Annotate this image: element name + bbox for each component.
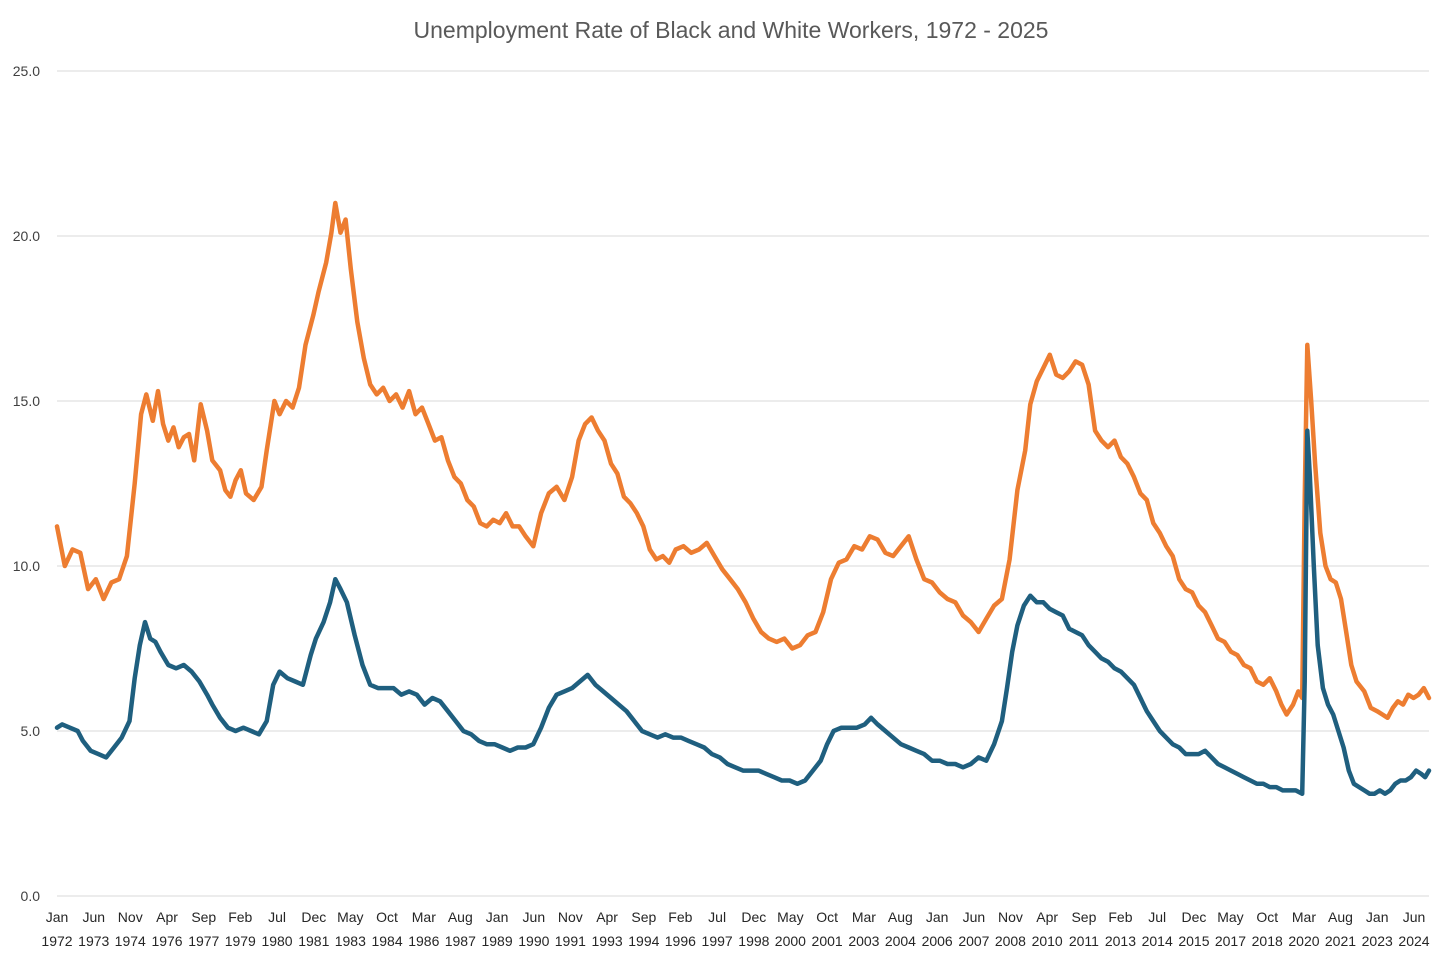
x-tick-year: 2020: [1288, 933, 1319, 949]
x-tick-month: Apr: [1036, 909, 1058, 925]
x-tick-year: 2000: [775, 933, 806, 949]
y-tick-label: 10.0: [13, 558, 40, 574]
x-tick-month: Aug: [1328, 909, 1353, 925]
x-tick-year: 2023: [1362, 933, 1393, 949]
y-tick-label: 5.0: [21, 723, 41, 739]
x-tick-month: Jun: [963, 909, 986, 925]
x-tick-year: 1983: [335, 933, 366, 949]
x-tick-year: 1981: [298, 933, 329, 949]
x-tick-year: 1994: [628, 933, 659, 949]
x-tick-year: 2021: [1325, 933, 1356, 949]
x-tick-year: 1987: [445, 933, 476, 949]
y-tick-label: 15.0: [13, 393, 40, 409]
chart-title: Unemployment Rate of Black and White Wor…: [414, 17, 1049, 43]
y-tick-label: 25.0: [13, 63, 40, 79]
x-tick-month: May: [337, 909, 363, 925]
x-tick-month: Mar: [852, 909, 876, 925]
x-tick-month: May: [1217, 909, 1243, 925]
x-tick-year: 1996: [665, 933, 696, 949]
x-tick-month: Apr: [156, 909, 178, 925]
x-tick-month: Nov: [558, 909, 583, 925]
x-tick-year: 1977: [188, 933, 219, 949]
x-tick-year: 1984: [371, 933, 402, 949]
x-tick-year: 2013: [1105, 933, 1136, 949]
x-tick-month: Jul: [268, 909, 286, 925]
x-tick-year: 2003: [848, 933, 879, 949]
x-tick-year: 1972: [41, 933, 72, 949]
x-tick-month: Feb: [228, 909, 252, 925]
x-tick-year: 2011: [1069, 933, 1099, 949]
x-tick-month: Dec: [301, 909, 326, 925]
x-tick-month: Nov: [998, 909, 1023, 925]
x-tick-month: Mar: [1292, 909, 1316, 925]
series-line-0: [54, 200, 1432, 721]
x-tick-month: Dec: [1181, 909, 1206, 925]
x-tick-year: 1997: [702, 933, 733, 949]
x-tick-year: 2015: [1178, 933, 1209, 949]
x-tick-month: Jun: [1403, 909, 1426, 925]
x-tick-month: Oct: [816, 909, 838, 925]
x-tick-month: Dec: [741, 909, 766, 925]
x-tick-year: 1986: [408, 933, 439, 949]
series-line-1: [54, 428, 1432, 796]
x-tick-month: Jan: [486, 909, 509, 925]
x-tick-month: Jan: [46, 909, 69, 925]
x-tick-month: Oct: [376, 909, 398, 925]
x-tick-year: 2014: [1142, 933, 1173, 949]
x-tick-year: 1993: [592, 933, 623, 949]
x-tick-year: 2006: [922, 933, 953, 949]
x-axis-ticks: Jan 1972 Jun 1973 Nov 1974 Apr 1976 Sep 1977 Feb 19…: [41, 909, 1429, 949]
x-tick-year: 1991: [555, 933, 586, 949]
x-tick-month: Apr: [596, 909, 618, 925]
y-axis-ticks: 0.0 5.0 10.0 15.0 20.0 25.0: [13, 63, 40, 904]
x-tick-year: 1976: [151, 933, 182, 949]
x-tick-month: Jun: [523, 909, 546, 925]
x-tick-year: 2017: [1215, 933, 1246, 949]
x-tick-month: Jan: [1366, 909, 1389, 925]
x-tick-month: Jun: [82, 909, 105, 925]
x-tick-year: 1980: [261, 933, 292, 949]
x-tick-month: Sep: [191, 909, 216, 925]
x-tick-year: 1973: [78, 933, 109, 949]
series-lines: [54, 200, 1432, 796]
x-tick-year: 1974: [115, 933, 146, 949]
x-tick-year: 2004: [885, 933, 916, 949]
x-tick-month: Oct: [1256, 909, 1278, 925]
x-tick-year: 2018: [1252, 933, 1283, 949]
x-tick-year: 1989: [481, 933, 512, 949]
x-tick-year: 1998: [738, 933, 769, 949]
x-tick-month: Feb: [668, 909, 692, 925]
x-tick-year: 2024: [1398, 933, 1429, 949]
y-tick-label: 20.0: [13, 228, 40, 244]
x-tick-year: 1979: [225, 933, 256, 949]
x-tick-year: 2010: [1032, 933, 1063, 949]
x-tick-year: 1990: [518, 933, 549, 949]
x-tick-month: Nov: [118, 909, 143, 925]
x-tick-month: Jul: [708, 909, 726, 925]
x-tick-month: Sep: [1071, 909, 1096, 925]
x-tick-month: Feb: [1108, 909, 1132, 925]
x-tick-month: Mar: [412, 909, 436, 925]
x-tick-month: May: [777, 909, 803, 925]
x-tick-year: 2001: [812, 933, 843, 949]
x-tick-month: Jul: [1148, 909, 1166, 925]
y-tick-label: 0.0: [21, 888, 41, 904]
x-tick-month: Aug: [888, 909, 913, 925]
x-tick-month: Aug: [448, 909, 473, 925]
x-tick-month: Sep: [631, 909, 656, 925]
x-tick-year: 2007: [958, 933, 989, 949]
x-tick-month: Jan: [926, 909, 949, 925]
x-tick-year: 2008: [995, 933, 1026, 949]
